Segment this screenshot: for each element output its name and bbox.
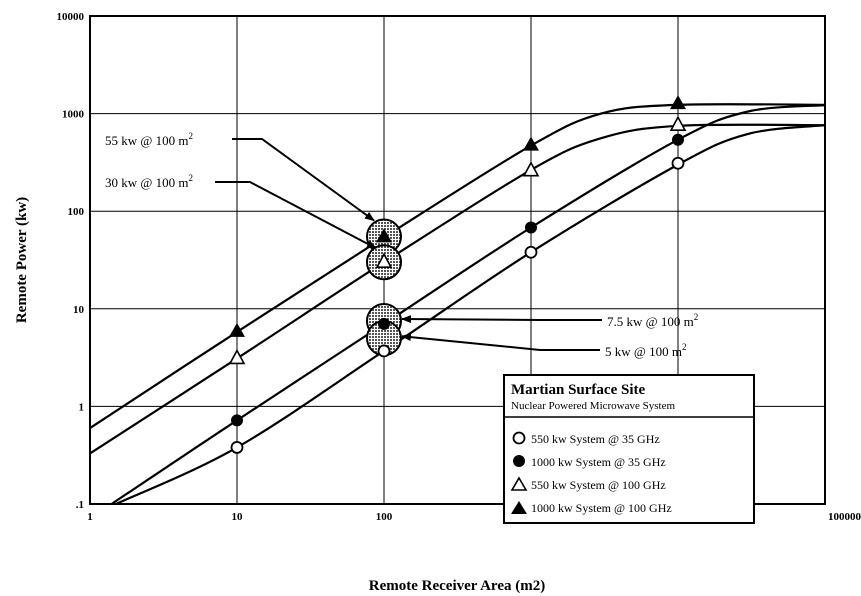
legend: Martian Surface Site Nuclear Powered Mic… [503,374,755,524]
data-point-open-triangle [228,348,246,365]
data-point-open-triangle [669,115,687,132]
annotation-5kw: 5 kw @ 100 m2 [605,342,686,359]
highlight-circles [366,218,402,357]
data-point-filled-circle [525,221,537,234]
circle-filled-icon [513,455,525,467]
y-tick-label: 10 [73,304,85,316]
arrow-30kw [215,181,377,250]
legend-title: Martian Surface Site [511,382,645,398]
data-point-filled-triangle [670,95,686,110]
circle-open-icon [512,431,526,445]
arrow-5kw [401,333,600,351]
y-axis-ticks: .1 1 10 100 1000 10000 [57,11,85,511]
x-axis-title: Remote Receiver Area (m2) [369,578,545,594]
data-point-open-circle [377,344,391,358]
arrow-7-5kw [401,315,602,324]
annotation-30kw: 30 kw @ 100 m2 [105,173,193,190]
legend-subtitle: Nuclear Powered Microwave System [511,400,675,412]
data-point-open-circle [671,156,685,170]
y-tick-label: .1 [76,499,84,511]
x-tick-label: 10 [232,511,244,523]
data-point-filled-triangle [229,322,245,337]
legend-box [503,374,755,524]
annotation-55kw: 55 kw @ 100 m2 [105,131,193,148]
legend-item-1000kw-100ghz: 1000 kw System @ 100 GHz [531,501,672,515]
triangle-filled-icon [511,501,527,514]
legend-item-1000kw-35ghz: 1000 kw System @ 35 GHz [531,455,666,469]
y-tick-label: 1000 [62,109,85,121]
triangle-open-icon [510,476,528,491]
data-point-filled-circle [231,414,243,427]
x-tick-label: 1 [87,511,93,523]
y-tick-label: 100 [68,206,85,218]
data-point-filled-triangle [523,136,539,151]
data-point-open-triangle [375,252,393,269]
arrow-55kw [232,138,375,222]
data-point-open-triangle [522,161,540,177]
data-point-filled-circle [378,317,390,330]
plot-frame [89,15,826,505]
legend-item-550kw-100ghz: 550 kw System @ 100 GHz [531,478,666,492]
data-point-open-circle [524,245,538,259]
data-point-filled-triangle [376,228,392,243]
x-tick-label: 100 [376,511,393,523]
y-tick-label: 10000 [57,11,85,23]
series-markers [228,95,687,454]
data-point-open-circle [230,441,244,454]
data-point-filled-circle [672,133,684,146]
x-tick-label: 100000 [828,511,861,523]
legend-item-550kw-35ghz: 550 kw System @ 35 GHz [531,432,660,446]
annotation-arrows [215,138,602,351]
annotation-7-5kw: 7.5 kw @ 100 m2 [607,312,698,329]
y-tick-label: 1 [79,401,85,413]
y-axis-title: Remote Power (kw) [14,197,30,323]
